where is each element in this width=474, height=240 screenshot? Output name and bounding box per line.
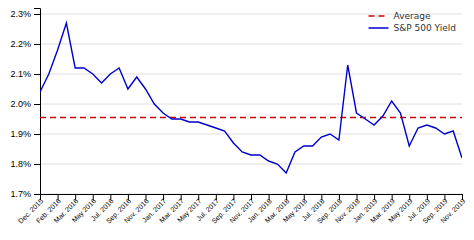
y-tick: 1.7% — [10, 189, 40, 199]
legend-swatch — [369, 15, 389, 17]
series-line — [40, 117, 462, 119]
legend-item: S&P 500 Yield — [369, 23, 457, 33]
legend-label: S&P 500 Yield — [394, 23, 457, 33]
legend-swatch — [369, 27, 389, 29]
plot: 1.7% 1.8% 1.9% 2.0% 2.1% 2.2% 2.3% Dec. 2015Feb… — [10, 9, 466, 226]
series-line — [40, 23, 462, 173]
x-axis: Dec. 2015Feb. 2016Mar. 2016May 2016Jul. … — [17, 194, 467, 225]
grid-line — [40, 164, 462, 165]
legend-label: Average — [394, 11, 431, 21]
x-tick-label: Nov. 2019 — [439, 197, 466, 224]
y-tick-label: 2.1% — [10, 69, 31, 79]
y-tick-mark — [34, 164, 40, 165]
y-tick-label: 2.0% — [10, 99, 31, 109]
grid-line — [40, 134, 462, 135]
grid-line — [40, 44, 462, 45]
y-tick-label: 2.2% — [10, 39, 31, 49]
y-axis-line — [34, 9, 41, 195]
y-tick-label: 1.8% — [10, 159, 31, 169]
y-tick: 2.3% — [10, 9, 40, 19]
y-tick: 1.8% — [10, 159, 40, 169]
y-tick-label: 1.9% — [10, 129, 31, 139]
legend-item: Average — [369, 11, 431, 21]
y-tick-mark — [34, 194, 40, 195]
chart: 1.7% 1.8% 1.9% 2.0% 2.1% 2.2% 2.3% Dec. 2015Feb… — [0, 0, 474, 240]
y-tick-mark — [34, 44, 40, 45]
y-tick-mark — [34, 104, 40, 105]
legend: Average S&P 500 Yield — [369, 11, 457, 33]
lines — [40, 23, 462, 173]
y-tick: 2.2% — [10, 39, 40, 49]
y-tick-label: 2.3% — [10, 9, 31, 19]
y-tick: 1.9% — [10, 129, 40, 139]
grid-line — [40, 104, 462, 105]
y-tick-label: 1.7% — [10, 189, 31, 199]
grid-line — [40, 74, 462, 75]
y-tick: 2.0% — [10, 99, 40, 109]
x-tick: Nov. 2019 — [439, 194, 466, 224]
y-tick-mark — [34, 14, 40, 15]
y-axis: 1.7% 1.8% 1.9% 2.0% 2.1% 2.2% 2.3% — [10, 9, 40, 200]
grid — [40, 14, 462, 194]
y-tick-mark — [34, 134, 40, 135]
y-tick: 2.1% — [10, 69, 40, 79]
y-tick-mark — [34, 74, 40, 75]
